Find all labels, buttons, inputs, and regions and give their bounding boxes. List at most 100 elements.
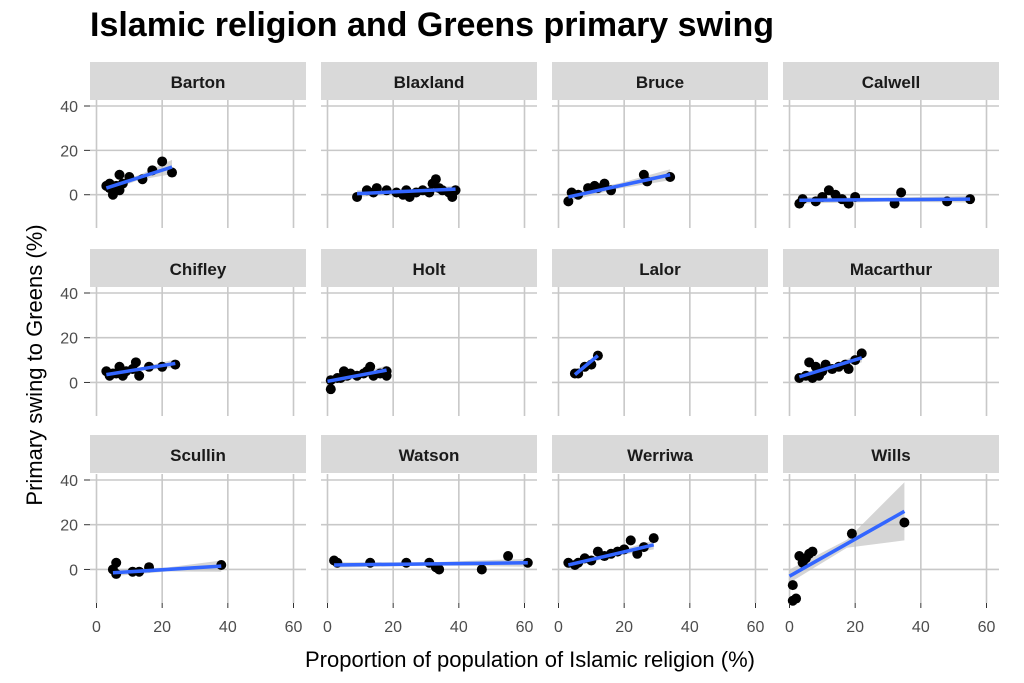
facet-label: Lalor [639, 260, 681, 279]
facet-panel-bruce: Bruce [552, 62, 768, 228]
fit-line [105, 165, 173, 190]
facet-strip [321, 249, 537, 287]
facet-panel-blaxland: Blaxland [321, 62, 537, 228]
x-tick-label: 0 [554, 619, 563, 636]
facet-panel-werriwa: Werriwa [552, 435, 768, 603]
facet-panel-barton: Barton [90, 62, 306, 228]
facet-label: Holt [412, 260, 445, 279]
data-point [434, 564, 445, 575]
y-axis-title: Primary swing to Greens (%) [22, 224, 47, 505]
facet-label: Calwell [862, 73, 921, 92]
facet-panel-watson: Watson [321, 435, 537, 603]
data-point [114, 169, 125, 180]
facet-label: Macarthur [850, 260, 933, 279]
facet-panel-chifley: Chifley [90, 249, 306, 416]
fit-line [106, 361, 176, 377]
facet-strip [552, 249, 768, 287]
facet-strip [783, 249, 999, 287]
x-tick-label: 20 [846, 619, 864, 636]
data-point [365, 361, 376, 372]
chart-title: Islamic religion and Greens primary swin… [90, 6, 775, 44]
fit-line [799, 197, 971, 203]
facet-strip [783, 62, 999, 100]
x-tick-label: 60 [516, 619, 534, 636]
data-point [899, 517, 910, 528]
y-tick-label: 40 [60, 473, 78, 490]
facet-panel-macarthur: Macarthur [783, 249, 999, 416]
x-tick-label: 0 [785, 619, 794, 636]
facet-label: Chifley [170, 260, 227, 279]
x-tick-label: 40 [450, 619, 468, 636]
x-tick-label: 0 [323, 619, 332, 636]
x-tick-label: 20 [615, 619, 633, 636]
facet-panel-holt: Holt [321, 249, 537, 416]
y-tick-label: 0 [69, 562, 78, 579]
fit-line [567, 543, 655, 567]
facet-panel-scullin: Scullin [90, 435, 306, 603]
y-tick-label: 20 [60, 518, 78, 535]
facet-strip [321, 435, 537, 473]
facet-strip [321, 62, 537, 100]
facet-label: Scullin [170, 446, 226, 465]
data-point [632, 548, 643, 559]
data-point [157, 156, 168, 167]
data-point [807, 546, 818, 557]
fit-line [334, 560, 528, 567]
facet-label: Wills [871, 446, 911, 465]
data-point [503, 551, 514, 562]
fit-line [798, 356, 863, 379]
y-tick-label: 0 [69, 188, 78, 205]
y-tick-label: 40 [60, 99, 78, 116]
y-tick-label: 20 [60, 143, 78, 160]
x-tick-label: 20 [153, 619, 171, 636]
x-tick-label: 40 [912, 619, 930, 636]
x-tick-label: 60 [285, 619, 303, 636]
data-point [648, 533, 659, 544]
data-point [787, 580, 798, 591]
facet-strip [90, 62, 306, 100]
data-point [896, 187, 907, 198]
facet-panel-lalor: Lalor [552, 249, 768, 416]
facet-label: Bruce [636, 73, 684, 92]
x-tick-label: 60 [978, 619, 996, 636]
facet-label: Werriwa [627, 446, 693, 465]
x-tick-label: 40 [681, 619, 699, 636]
facet-strip [90, 249, 306, 287]
confidence-band [789, 482, 905, 583]
data-point [846, 528, 857, 539]
y-tick-label: 20 [60, 331, 78, 348]
x-tick-label: 20 [384, 619, 402, 636]
data-point [167, 167, 178, 178]
facet-panel-wills: Wills [783, 435, 999, 606]
facet-strip [552, 62, 768, 100]
fit-line [112, 564, 222, 575]
fit-line [567, 173, 671, 199]
data-point [843, 364, 854, 375]
x-tick-label: 60 [747, 619, 765, 636]
facet-strip [552, 435, 768, 473]
data-point [134, 370, 145, 381]
fit-line [356, 187, 456, 196]
data-point [325, 384, 336, 395]
fit-line [327, 368, 387, 384]
data-point [856, 348, 867, 359]
facet-label: Barton [171, 73, 226, 92]
data-point [563, 196, 574, 207]
facet-label: Watson [399, 446, 460, 465]
facet-strip [783, 435, 999, 473]
data-point [130, 357, 141, 368]
x-tick-label: 0 [92, 619, 101, 636]
x-axis-title: Proportion of population of Islamic reli… [305, 647, 755, 672]
data-point [381, 370, 392, 381]
facet-panel-calwell: Calwell [783, 62, 999, 228]
y-tick-label: 0 [69, 375, 78, 392]
data-point [371, 183, 382, 194]
facet-label: Blaxland [394, 73, 465, 92]
data-point [599, 178, 610, 189]
data-point [476, 564, 487, 575]
fit-line [788, 509, 906, 578]
data-point [111, 557, 122, 568]
fit-line [573, 354, 600, 376]
y-tick-label: 40 [60, 286, 78, 303]
